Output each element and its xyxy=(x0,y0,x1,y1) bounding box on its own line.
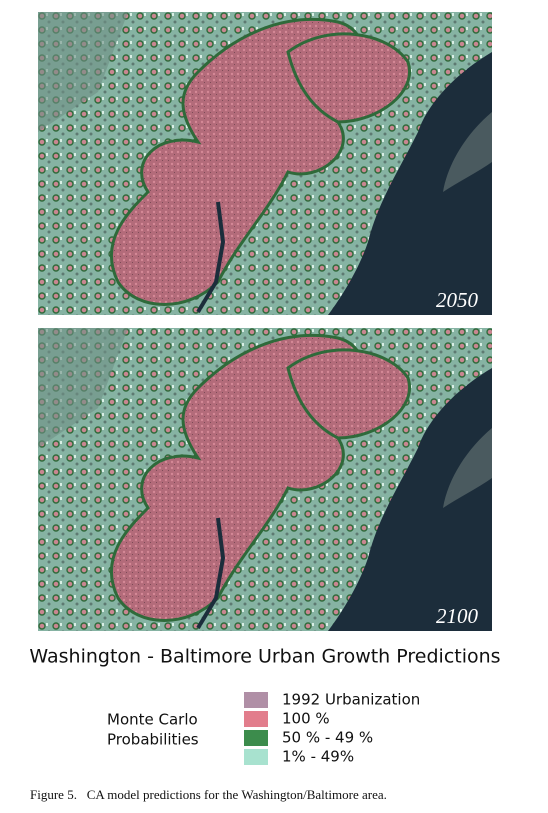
legend-label: 1992 Urbanization xyxy=(282,691,420,709)
legend-title: Monte Carlo xyxy=(107,711,198,729)
caption: Figure 5. CA model predictions for the W… xyxy=(30,787,387,802)
legend-swatch xyxy=(244,749,268,765)
legend-swatch xyxy=(244,711,268,727)
panel-label: 2100 xyxy=(436,604,479,628)
legend-swatch xyxy=(244,730,268,746)
panel-label: 2050 xyxy=(436,288,479,312)
legend-label: 50 % - 49 % xyxy=(282,729,373,747)
legend-title: Probabilities xyxy=(107,731,199,749)
figure-title: Washington - Baltimore Urban Growth Pred… xyxy=(29,646,500,668)
legend-label: 1% - 49% xyxy=(282,748,354,766)
legend-label: 100 % xyxy=(282,710,330,728)
map-panel: 2050 xyxy=(36,10,494,317)
map-panel: 2100 xyxy=(36,326,494,633)
legend-swatch xyxy=(244,692,268,708)
